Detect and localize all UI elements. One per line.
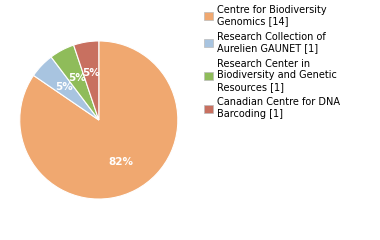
Legend: Centre for Biodiversity
Genomics [14], Research Collection of
Aurelien GAUNET [1: Centre for Biodiversity Genomics [14], R…	[204, 5, 340, 119]
Text: 82%: 82%	[108, 157, 133, 167]
Text: 5%: 5%	[55, 82, 73, 92]
Wedge shape	[51, 45, 99, 120]
Wedge shape	[33, 57, 99, 120]
Wedge shape	[20, 41, 178, 199]
Text: 5%: 5%	[82, 68, 100, 78]
Wedge shape	[74, 41, 99, 120]
Text: 5%: 5%	[68, 73, 86, 83]
